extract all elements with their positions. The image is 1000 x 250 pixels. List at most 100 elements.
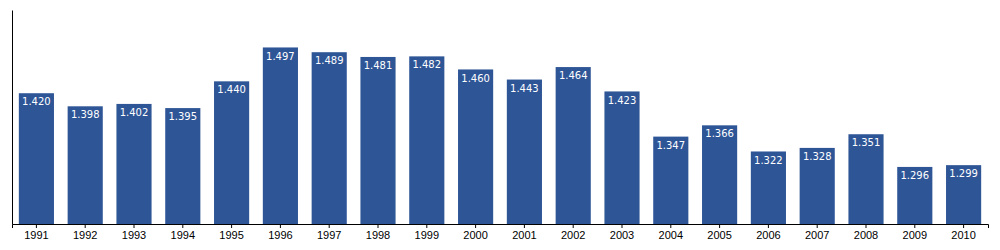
x-tick-label: 2001 [512, 229, 536, 241]
bar [458, 69, 493, 224]
bar [19, 93, 54, 224]
x-tick-mark [134, 224, 135, 228]
bar [897, 167, 932, 224]
x-tick: 1998 [366, 224, 390, 241]
x-tick-label: 2010 [951, 229, 975, 241]
x-tick: 2009 [903, 224, 927, 241]
x-tick: 2001 [512, 224, 536, 241]
bar [68, 106, 103, 224]
x-tick: 1994 [171, 224, 195, 241]
x-tick-label: 1999 [415, 229, 439, 241]
data-label: 1.322 [754, 155, 783, 166]
data-label: 1.440 [217, 84, 246, 95]
data-label: 1.351 [852, 137, 881, 148]
x-tick: 2005 [707, 224, 731, 241]
data-label: 1.366 [705, 128, 734, 139]
bar [507, 80, 542, 224]
x-tick-label: 2004 [659, 229, 683, 241]
bar [556, 67, 591, 224]
x-axis: 1991 1992 1993 1994 1995 1996 1997 1998 1999 2000… [13, 224, 989, 241]
x-tick-label: 2002 [561, 229, 585, 241]
x-tick-mark [378, 224, 379, 228]
x-tick-mark [573, 224, 574, 228]
data-label: 1.299 [949, 168, 978, 179]
y-axis-line [12, 11, 13, 225]
data-label: 1.402 [120, 107, 149, 118]
x-tick-mark [670, 224, 671, 228]
data-label: 1.423 [608, 95, 637, 106]
x-tick-label: 1995 [219, 229, 243, 241]
bar [653, 137, 688, 224]
bar [312, 52, 347, 224]
x-tick-label: 2000 [463, 229, 487, 241]
x-tick-label: 1997 [317, 229, 341, 241]
x-tick: 2010 [951, 224, 975, 241]
bar [702, 125, 737, 224]
bar [604, 91, 639, 224]
data-labels: 1.420 1.398 1.402 1.395 1.440 1.497 1.489 1.481… [22, 51, 978, 181]
x-tick-mark [914, 224, 915, 228]
bar [263, 47, 298, 224]
data-label: 1.482 [412, 59, 441, 70]
x-tick: 2008 [854, 224, 878, 241]
data-label: 1.296 [900, 170, 929, 181]
data-label: 1.395 [168, 111, 197, 122]
y-axis [12, 11, 13, 225]
bar [800, 148, 835, 224]
x-tick-mark [719, 224, 720, 228]
x-tick: 2007 [805, 224, 829, 241]
bar [360, 57, 395, 224]
x-tick: 2002 [561, 224, 585, 241]
x-tick: 2006 [756, 224, 780, 241]
bars [19, 47, 981, 224]
x-tick-mark [524, 224, 525, 228]
x-tick-mark [329, 224, 330, 228]
x-tick-label: 1993 [122, 229, 146, 241]
bar [165, 108, 200, 224]
data-label: 1.398 [71, 109, 100, 120]
data-label: 1.347 [656, 140, 685, 151]
plot: 1.420 1.398 1.402 1.395 1.440 1.497 1.489 1.481… [13, 11, 989, 250]
x-tick-mark [768, 224, 769, 228]
x-tick-label: 2005 [707, 229, 731, 241]
bar [116, 104, 151, 224]
x-tick: 2004 [659, 224, 683, 241]
chart: 1.420 1.398 1.402 1.395 1.440 1.497 1.489 1.481… [0, 0, 1000, 250]
x-tick: 1996 [268, 224, 292, 241]
x-tick-mark [182, 224, 183, 228]
x-tick-mark [866, 224, 867, 228]
x-tick-label: 1998 [366, 229, 390, 241]
data-label: 1.497 [266, 51, 295, 62]
data-label: 1.328 [803, 151, 832, 162]
bar [751, 151, 786, 224]
x-tick-mark [622, 224, 623, 228]
x-tick-mark [963, 224, 964, 228]
x-tick: 1999 [415, 224, 439, 241]
data-label: 1.464 [559, 70, 588, 81]
x-tick-mark [817, 224, 818, 228]
x-tick: 1995 [219, 224, 243, 241]
x-tick-label: 1992 [73, 229, 97, 241]
x-tick: 1993 [122, 224, 146, 241]
x-tick-mark [426, 224, 427, 228]
x-tick: 1991 [24, 224, 48, 241]
bar [946, 165, 981, 224]
x-tick-label: 2003 [610, 229, 634, 241]
x-tick-label: 1994 [171, 229, 195, 241]
x-axis-line [13, 225, 989, 229]
data-label: 1.481 [364, 60, 393, 71]
x-tick-mark [231, 224, 232, 228]
x-tick-mark [280, 224, 281, 228]
bar [409, 56, 444, 224]
x-tick-label: 1996 [268, 229, 292, 241]
x-tick-mark [475, 224, 476, 228]
data-label: 1.443 [510, 83, 539, 94]
x-tick-label: 2006 [756, 229, 780, 241]
x-tick-label: 2009 [903, 229, 927, 241]
data-label: 1.460 [461, 73, 490, 84]
x-tick: 2003 [610, 224, 634, 241]
x-tick: 1997 [317, 224, 341, 241]
data-label: 1.489 [315, 55, 344, 66]
data-label: 1.420 [22, 96, 51, 107]
x-tick-label: 1991 [24, 229, 48, 241]
